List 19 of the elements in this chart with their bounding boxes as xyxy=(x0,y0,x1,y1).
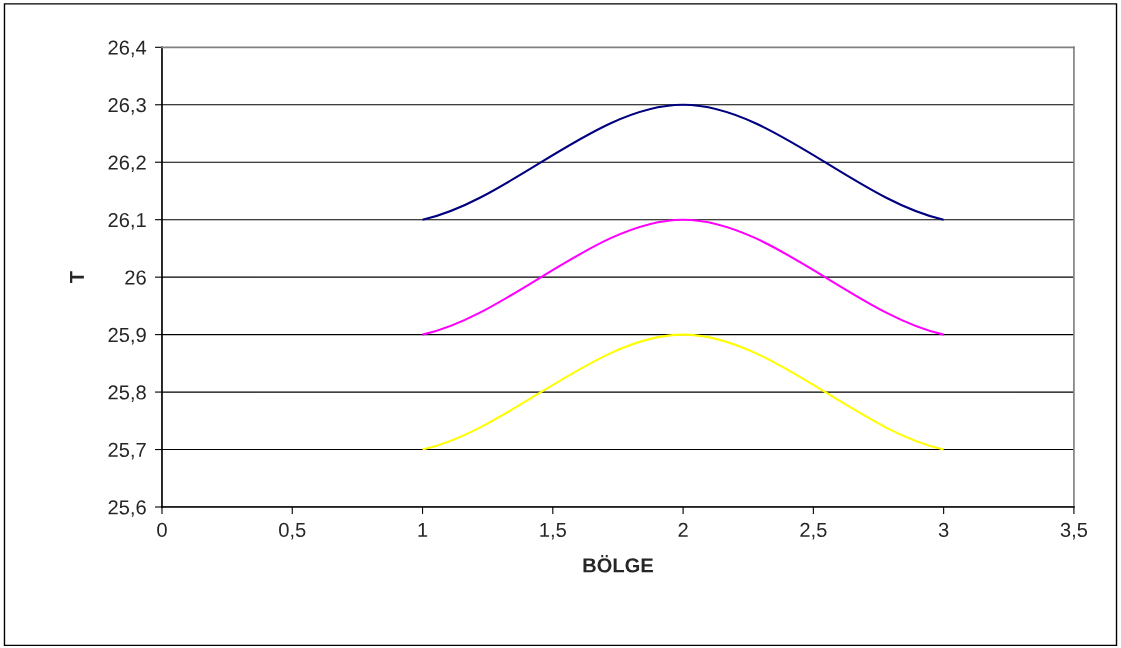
y-tick-label: 25,8 xyxy=(108,385,146,402)
x-tick-label: 3 xyxy=(938,522,949,538)
y-tick-label: 25,6 xyxy=(108,500,146,517)
x-axis-title: BÖLGE xyxy=(583,555,653,573)
y-tick-label: 26,4 xyxy=(108,40,147,58)
y-axis-title: T xyxy=(70,271,84,284)
y-tick-label: 26,1 xyxy=(108,212,146,230)
x-tick-label: 3,5 xyxy=(1060,522,1088,540)
y-tick-label: 26,2 xyxy=(108,155,146,173)
y-tick-label: 26 xyxy=(125,270,146,285)
x-tick-label: 2,5 xyxy=(800,522,827,540)
y-tick-label: 26,3 xyxy=(108,98,146,115)
y-tick-label: 25,9 xyxy=(108,327,146,345)
x-tick-label: 1 xyxy=(418,523,428,537)
x-tick-label: 2 xyxy=(678,522,688,537)
y-tick-label: 25,7 xyxy=(108,442,146,460)
x-tick-label: 1,5 xyxy=(540,523,566,540)
x-tick-label: 0,5 xyxy=(279,522,306,540)
x-tick-label: 0 xyxy=(157,522,167,538)
